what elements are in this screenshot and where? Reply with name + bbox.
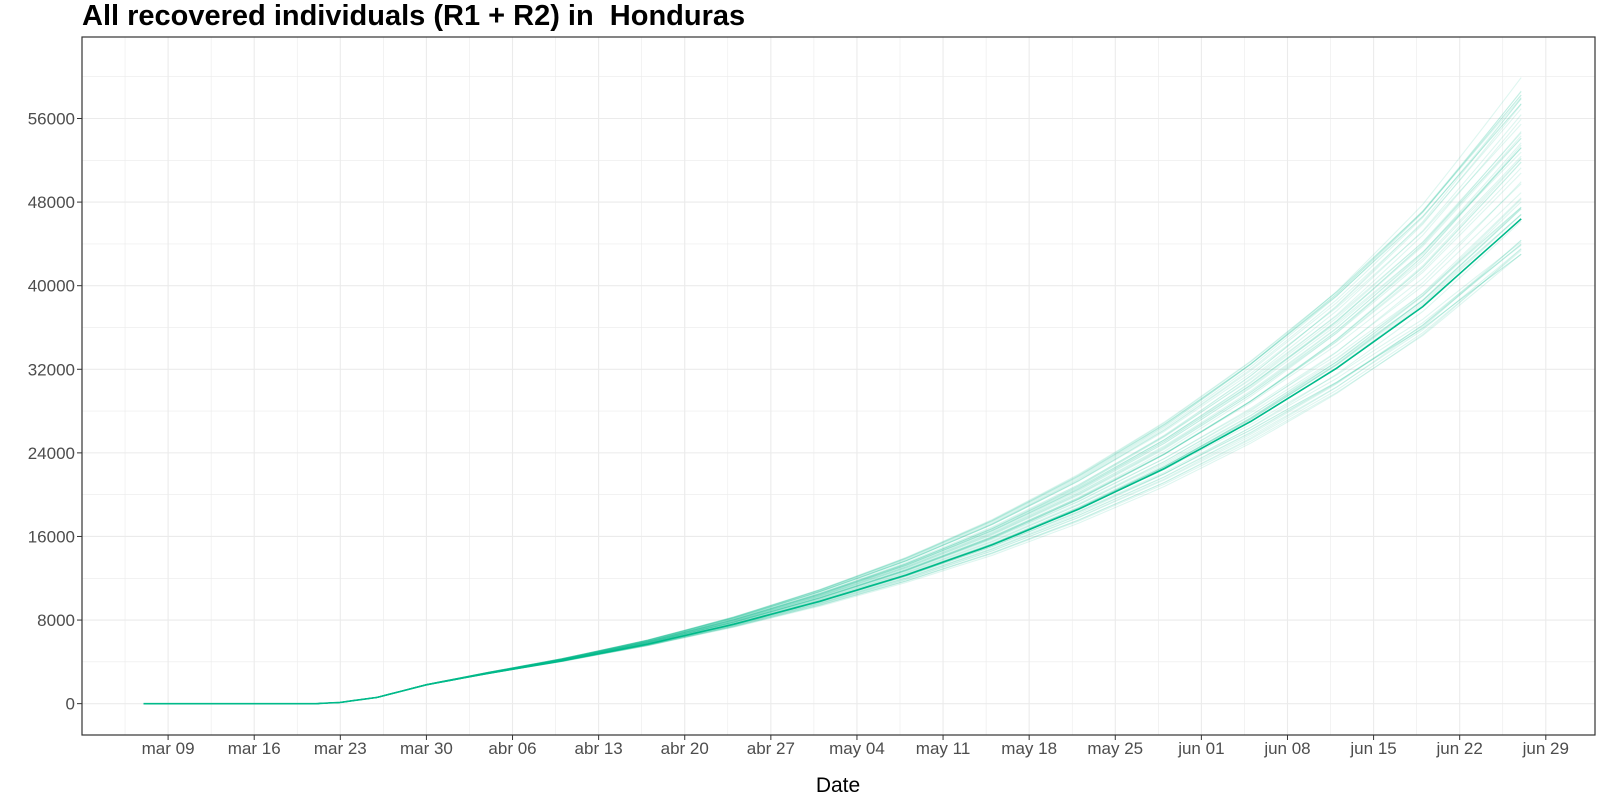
x-tick-label: jun 01 [1177, 739, 1224, 758]
y-tick-label: 24000 [28, 444, 75, 463]
ensemble-line [143, 192, 1522, 705]
ensemble-line [143, 197, 1522, 705]
central-series [143, 218, 1522, 705]
x-axis-ticks: mar 09 mar 16 mar 23 mar 30 abr 06 abr 13 abr … [142, 735, 1569, 758]
y-tick-label: 0 [66, 695, 75, 714]
ensemble-line [143, 151, 1522, 705]
x-tick-label: mar 09 [142, 739, 195, 758]
ensemble-line [143, 161, 1522, 705]
x-tick-label: may 18 [1001, 739, 1057, 758]
ensemble-line [143, 208, 1522, 705]
panel-border [81, 36, 1596, 736]
ensemble-line [143, 157, 1522, 705]
ensemble-line [143, 220, 1522, 705]
ensemble-line [143, 207, 1522, 705]
y-tick-label: 40000 [28, 277, 75, 296]
x-tick-label: abr 13 [575, 739, 623, 758]
y-tick-label: 48000 [28, 193, 75, 212]
x-tick-label: jun 15 [1349, 739, 1396, 758]
ensemble-lines [143, 77, 1522, 705]
ensemble-line [143, 206, 1522, 705]
x-tick-label: jun 22 [1436, 739, 1483, 758]
ensemble-line [143, 98, 1522, 705]
grid-lines [82, 37, 1595, 735]
y-tick-label: 16000 [28, 527, 75, 546]
y-tick-label: 56000 [28, 110, 75, 129]
x-tick-label: abr 06 [488, 739, 536, 758]
ensemble-line [143, 214, 1522, 705]
ensemble-line [143, 123, 1522, 705]
ensemble-line [143, 158, 1522, 705]
ensemble-line [143, 183, 1522, 705]
x-tick-label: abr 27 [747, 739, 795, 758]
ensemble-line [143, 103, 1522, 705]
central-series-line [143, 218, 1522, 705]
x-tick-label: may 04 [829, 739, 885, 758]
ensemble-line [143, 198, 1522, 705]
x-tick-label: jun 29 [1522, 739, 1569, 758]
x-tick-label: may 25 [1087, 739, 1143, 758]
ensemble-line [143, 208, 1522, 705]
ensemble-line [143, 214, 1522, 705]
y-tick-label: 32000 [28, 360, 75, 379]
x-tick-label: mar 23 [314, 739, 367, 758]
ensemble-line [143, 114, 1522, 705]
ensemble-line [143, 103, 1522, 705]
ensemble-line [143, 181, 1522, 705]
ensemble-line [143, 172, 1522, 705]
ensemble-line [143, 137, 1522, 705]
x-tick-label: mar 16 [228, 739, 281, 758]
x-axis-title: Date [816, 774, 860, 797]
y-axis-ticks: 0 8000 16000 24000 32000 40000 48000 56000 [28, 110, 82, 714]
ensemble-line [143, 213, 1522, 705]
x-tick-label: abr 20 [661, 739, 709, 758]
ensemble-line [143, 132, 1522, 705]
ensemble-line [143, 206, 1522, 705]
ensemble-line [143, 91, 1522, 705]
x-tick-label: jun 08 [1263, 739, 1310, 758]
ensemble-line [143, 253, 1522, 705]
ensemble-line [143, 253, 1522, 705]
ensemble-line [143, 248, 1522, 705]
ensemble-line [143, 155, 1522, 705]
ensemble-line [143, 135, 1522, 705]
ensemble-line [143, 131, 1522, 705]
chart-title: All recovered individuals (R1 + R2) in H… [82, 0, 746, 32]
ensemble-line [143, 167, 1522, 705]
ensemble-line [143, 248, 1522, 705]
ensemble-line [143, 253, 1522, 705]
x-tick-label: mar 30 [400, 739, 453, 758]
y-tick-label: 8000 [37, 611, 75, 630]
ensemble-line [143, 137, 1522, 705]
x-tick-label: may 11 [916, 739, 971, 758]
ensemble-line [143, 104, 1522, 705]
ensemble-line [143, 118, 1522, 705]
